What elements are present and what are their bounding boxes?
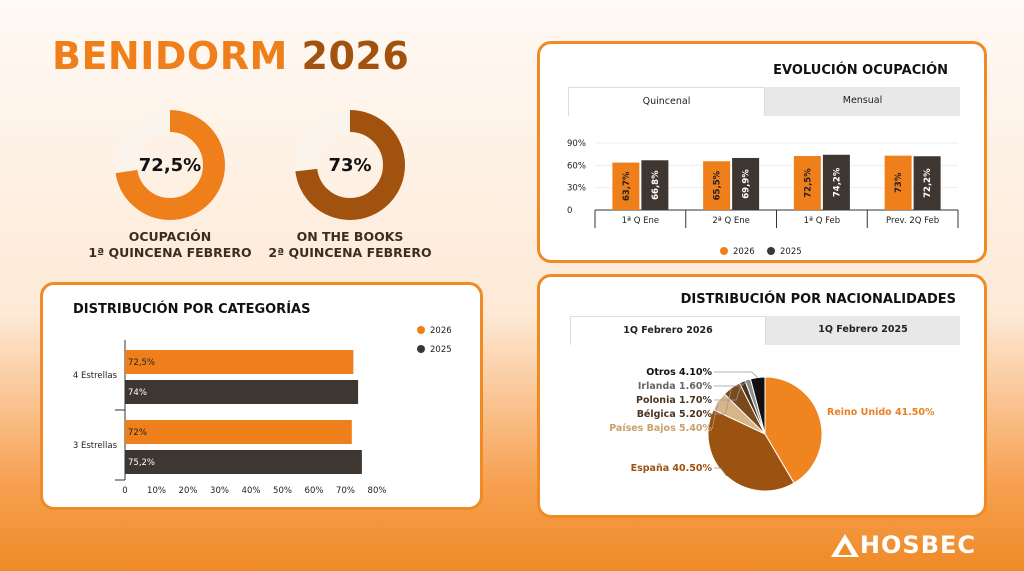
categorias-bar-2026: [125, 350, 354, 374]
nacionalidades-leader-line: [714, 371, 758, 378]
tab-mensual[interactable]: Mensual: [765, 87, 960, 116]
categorias-bar-2026: [125, 420, 352, 444]
evolucion-bar-label: 69,9%: [742, 169, 752, 199]
categorias-bar-label: 72%: [128, 428, 147, 438]
categorias-xtick-label: 70%: [336, 486, 355, 496]
categorias-xtick-label: 30%: [210, 486, 229, 496]
nacionalidades-title: DISTRIBUCIÓN POR NACIONALIDADES: [680, 292, 956, 307]
kpi-ocupacion-line2: 1ª QUINCENA FEBRERO: [88, 245, 252, 260]
tab-1q-febrero-2026[interactable]: 1Q Febrero 2026: [570, 316, 766, 345]
nacionalidades-chart: Reino Unido 41.50% España 40.50% Países Ba…: [609, 367, 935, 492]
categorias-xtick-label: 50%: [273, 486, 292, 496]
evolucion-ytick-label: 60%: [567, 161, 586, 171]
kpi-ocupacion: 72,5% OCUPACIÓN 1ª QUINCENA FEBRERO: [88, 105, 252, 261]
categorias-xtick-label: 20%: [179, 486, 198, 496]
nacionalidades-panel: DISTRIBUCIÓN POR NACIONALIDADES 1Q Febre…: [537, 274, 987, 518]
evolucion-panel: EVOLUCIÓN OCUPACIÓN Quincenal Mensual 0 3…: [537, 41, 987, 263]
evolucion-bar-label: 72,5%: [803, 168, 813, 198]
categorias-xtick-label: 40%: [242, 486, 261, 496]
kpi-on-the-books-line1: ON THE BOOKS: [296, 229, 404, 244]
categorias-xtick-label: 60%: [305, 486, 324, 496]
categorias-legend-label: 2025: [430, 345, 452, 355]
evolucion-bar-2025: [822, 154, 850, 210]
nacionalidades-slice-label: España 40.50%: [631, 463, 713, 474]
evolucion-bar-2026: [612, 162, 640, 210]
kpi-on-the-books: 73% ON THE BOOKS 2ª QUINCENA FEBRERO: [268, 105, 432, 261]
categorias-title: DISTRIBUCIÓN POR CATEGORÍAS: [73, 302, 311, 317]
nacionalidades-slice-label: Polonia 1.70%: [636, 395, 712, 406]
kpi-ocupacion-arc: [115, 110, 225, 220]
kpi-ocupacion-donut: 72,5%: [115, 110, 225, 220]
nacionalidades-leader-line: [714, 381, 743, 401]
evolucion-bar-2025: [732, 157, 760, 210]
categorias-legend-marker: [417, 345, 425, 353]
evolucion-legend-marker: [720, 247, 728, 255]
kpi-on-the-books-donut: 73%: [295, 110, 405, 220]
hosbec-logo: HOSBEC: [830, 531, 976, 559]
categorias-legend-label: 2026: [430, 326, 452, 336]
evolucion-category-label: Prev. 2Q Feb: [886, 216, 939, 226]
kpi-on-the-books-line2: 2ª QUINCENA FEBRERO: [268, 245, 432, 260]
categorias-xtick-label: 0: [122, 486, 127, 496]
nacionalidades-leader-line: [711, 401, 719, 429]
nacionalidades-slice-label: Otros 4.10%: [646, 367, 712, 378]
categorias-xtick-label: 80%: [368, 486, 387, 496]
tab-quincenal[interactable]: Quincenal: [568, 87, 765, 116]
logo-triangle-icon: [830, 534, 859, 557]
categorias-category-label: 4 Estrellas: [73, 371, 118, 381]
categorias-chart: 0 10% 20% 30% 40% 50% 60% 70% 80% 4 Estrellas 72,5…: [73, 326, 452, 496]
kpi-ocupacion-value: 72,5%: [139, 155, 201, 176]
page-title: BENIDORM 2026: [52, 34, 409, 78]
evolucion-bar-label: 72,2%: [923, 168, 933, 198]
categorias-bar-label: 72,5%: [128, 358, 155, 368]
categorias-panel: DISTRIBUCIÓN POR CATEGORÍAS 0 10% 20% 30% 40…: [40, 282, 483, 510]
evolucion-category-label: 2ª Q Ene: [712, 216, 750, 226]
nacionalidades-leader-line: [714, 379, 749, 387]
nacionalidades-leader-line: [714, 467, 727, 477]
categorias-bar-2025: [125, 380, 359, 404]
evolucion-bar-label: 63,7%: [622, 171, 632, 201]
kpi-ocupacion-line1: OCUPACIÓN: [128, 229, 212, 244]
evolucion-bar-label: 74,2%: [832, 167, 842, 197]
evolucion-legend-marker: [767, 247, 775, 255]
evolucion-tabs: Quincenal Mensual: [568, 87, 960, 116]
evolucion-bar-label: 66,8%: [651, 170, 661, 200]
categorias-legend-marker: [417, 326, 425, 334]
evolucion-ytick-label: 90%: [567, 139, 586, 149]
title-year: 2026: [301, 34, 410, 78]
categorias-bar-2025: [125, 450, 362, 474]
evolucion-bar-label: 65,5%: [713, 170, 723, 200]
categorias-xtick-label: 10%: [147, 486, 166, 496]
categorias-bar-label: 74%: [128, 388, 147, 398]
evolucion-bar-label: 73%: [894, 172, 904, 193]
evolucion-bar-2026: [793, 156, 821, 210]
evolucion-legend-label: 2026: [733, 247, 755, 257]
tab-1q-febrero-2025[interactable]: 1Q Febrero 2025: [766, 316, 960, 345]
evolucion-legend-label: 2025: [780, 247, 802, 257]
nacionalidades-slice-label: Países Bajos 5.40%: [609, 423, 712, 434]
nacionalidades-slice-label: Irlanda 1.60%: [638, 381, 713, 392]
evolucion-bar-2025: [641, 160, 669, 210]
evolucion-ytick-label: 0: [567, 206, 572, 216]
categorias-category-label: 3 Estrellas: [73, 441, 118, 451]
evolucion-category-label: 1ª Q Feb: [804, 216, 841, 226]
title-main: BENIDORM: [52, 34, 288, 78]
evolucion-title: EVOLUCIÓN OCUPACIÓN: [773, 63, 948, 78]
nacionalidades-slice-label: Reino Unido 41.50%: [827, 407, 935, 418]
evolucion-bar-2025: [913, 156, 941, 210]
evolucion-bar-2026: [884, 155, 912, 210]
nacionalidades-leader-line: [714, 387, 732, 415]
evolucion-bar-2026: [703, 161, 731, 210]
nacionalidades-tabs: 1Q Febrero 2026 1Q Febrero 2025: [570, 316, 960, 345]
kpi-on-the-books-arc: [295, 110, 405, 220]
nacionalidades-slice-label: Bélgica 5.20%: [637, 409, 713, 420]
evolucion-category-label: 1ª Q Ene: [622, 216, 660, 226]
kpi-on-the-books-value: 73%: [328, 155, 371, 176]
evolucion-ytick-label: 30%: [567, 184, 586, 194]
categorias-bar-label: 75,2%: [128, 458, 155, 468]
evolucion-chart: 0 30% 60% 90% 1ª Q Ene 63,7% 66,8% 2ª Q Ene 65,5…: [567, 139, 959, 257]
logo-text: HOSBEC: [859, 531, 976, 559]
nacionalidades-slice: [764, 376, 823, 484]
